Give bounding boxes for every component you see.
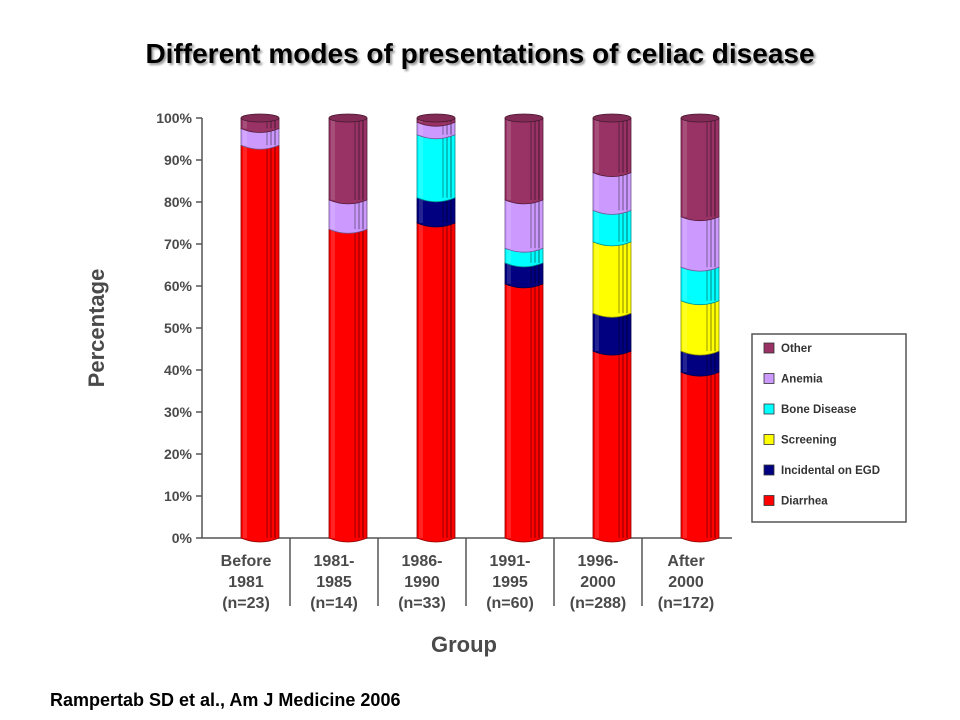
y-tick-label: 70% [164, 236, 193, 252]
x-category-label: 2000 [580, 574, 616, 591]
x-category-label: 1990 [404, 574, 440, 591]
bar-segment-incidental-on-egd [592, 312, 632, 356]
bar-segment-anemia [680, 216, 720, 272]
x-category-label: (n=288) [570, 595, 626, 612]
legend-label: Anemia [781, 374, 823, 386]
legend-item: Screening [763, 434, 837, 447]
bar-segment-bone-disease [680, 266, 720, 306]
bar-segment-screening [680, 300, 720, 356]
x-category-label: After [667, 553, 704, 570]
x-category-label: 1981- [314, 553, 355, 570]
legend-swatch [763, 464, 775, 476]
bar-segment-diarrhea [504, 283, 544, 543]
bar-segment-diarrhea [592, 350, 632, 543]
bar-segment-anemia [240, 128, 280, 150]
bar-stack [416, 113, 456, 543]
x-category-label: (n=33) [398, 595, 446, 612]
bar-segment-anemia [328, 199, 368, 234]
y-tick-label: 30% [164, 404, 193, 420]
y-tick-label: 90% [164, 152, 193, 168]
x-category-label: 1991- [490, 553, 531, 570]
citation: Rampertab SD et al., Am J Medicine 2006 [50, 690, 401, 710]
legend-swatch [763, 342, 775, 354]
legend-item: Incidental on EGD [763, 464, 880, 477]
legend-item: Anemia [763, 373, 823, 386]
bar-top-cap [240, 113, 280, 123]
bar-segment-anemia [592, 172, 632, 215]
bar-segment-other [680, 117, 720, 222]
bar-segment-other [504, 117, 544, 205]
legend-label: Diarrhea [781, 496, 828, 508]
bar-stack [504, 113, 544, 543]
bar-top-cap [328, 113, 368, 123]
legend-swatch [763, 434, 775, 445]
bar-segment-other [328, 117, 368, 205]
x-axis-title: Group [431, 632, 497, 657]
bar-segment-screening [592, 241, 632, 318]
x-category-label: 1995 [492, 574, 528, 591]
bar-stack [328, 113, 368, 543]
legend-item: Diarrhea [763, 495, 828, 508]
y-tick-label: 20% [164, 446, 193, 462]
x-category-label: 1981 [228, 574, 264, 591]
legend-label: Incidental on EGD [781, 465, 880, 477]
bar-segment-bone-disease [416, 134, 456, 203]
y-tick-label: 10% [164, 488, 193, 504]
legend-swatch [763, 373, 775, 384]
bar-segment-diarrhea [680, 371, 720, 543]
y-tick-label: 40% [164, 362, 193, 378]
bar-segment-diarrhea [416, 222, 456, 543]
legend-label: Bone Disease [781, 404, 856, 416]
bar-segment-incidental-on-egd [416, 197, 456, 228]
page-title: Different modes of presentations of celi… [145, 38, 815, 69]
y-tick-label: 60% [164, 278, 193, 294]
bar-segment-anemia [504, 199, 544, 253]
x-category-label: (n=23) [222, 595, 270, 612]
bar-segment-bone-disease [592, 210, 632, 247]
bar-top-cap [504, 113, 544, 123]
y-tick-label: 50% [164, 320, 193, 336]
x-category-label: (n=60) [486, 595, 534, 612]
legend-box [751, 333, 907, 523]
bar-segment-incidental-on-egd [504, 262, 544, 289]
bar-stack [240, 113, 280, 543]
x-category-label: (n=14) [310, 595, 358, 612]
bar-top-cap [592, 113, 632, 123]
y-tick-label: 100% [156, 110, 192, 126]
y-axis-title: Percentage [84, 269, 109, 388]
bar-segment-bone-disease [504, 247, 544, 268]
x-category-label: (n=172) [658, 595, 714, 612]
legend-item: Other [763, 342, 812, 355]
y-tick-label: 0% [172, 530, 193, 546]
bar-stack [592, 113, 632, 543]
legend-item: Bone Disease [763, 403, 856, 416]
bar-segment-diarrhea [328, 228, 368, 543]
x-category-label: 1996- [578, 553, 619, 570]
legend: Other Anemia Bone Disease Screening Incident… [751, 333, 907, 523]
legend-swatch [763, 403, 775, 415]
y-tick-label: 80% [164, 194, 193, 210]
bar-top-cap [416, 113, 456, 123]
x-category-label: Before [221, 553, 272, 570]
legend-swatch [763, 495, 775, 506]
bar-segment-other [592, 117, 632, 177]
legend-label: Other [781, 343, 812, 355]
bar-segment-diarrhea [240, 144, 280, 543]
x-category-label: 1986- [402, 553, 443, 570]
x-category-label: 1985 [316, 574, 352, 591]
legend-label: Screening [781, 435, 837, 447]
bar-stack [680, 113, 720, 543]
bar-top-cap [680, 113, 720, 123]
bar-segment-incidental-on-egd [680, 350, 720, 377]
x-category-label: 2000 [668, 574, 704, 591]
